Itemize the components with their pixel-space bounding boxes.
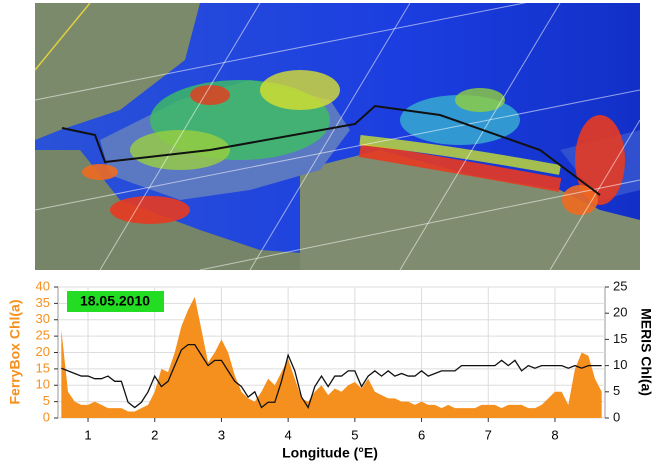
area [61,296,602,418]
y2-tick-label: 25 [613,278,627,293]
y-tick-label: 5 [43,393,50,408]
chart: 18.05.2010 Longitude (°E) FerryBox Chl(a… [7,278,655,460]
y2-tick-label: 5 [613,383,620,398]
y-axis-title: FerryBox Chl(a) [7,299,23,404]
satellite-map [35,3,640,270]
y2-tick-label: 0 [613,409,620,424]
y2-axis-title: MERIS Chl(a) [638,308,654,396]
x-tick-label: 3 [218,427,225,442]
y-tick-label: 30 [36,311,50,326]
x-axis-title: Longitude (°E) [282,445,378,461]
y2-tick-label: 20 [613,305,627,320]
x-tick-label: 8 [551,427,558,442]
y-tick-label: 35 [36,295,50,310]
x-tick-label: 6 [418,427,425,442]
annotation-box [67,291,164,312]
x-tick-label: 5 [351,427,358,442]
y-tick-label: 0 [43,409,50,424]
x-tick-label: 7 [485,427,492,442]
line [61,343,602,410]
annotation: 18.05.2010 [80,293,150,309]
y-tick-label: 40 [36,278,50,293]
y2-tick-label: 10 [613,357,627,372]
x-tick-label: 1 [84,427,91,442]
x-tick-label: 4 [285,427,292,442]
x-tick-label: 2 [151,427,158,442]
y-tick-label: 20 [36,344,50,359]
y-tick-label: 15 [36,360,50,375]
y2-tick-label: 15 [613,331,627,346]
y-tick-label: 10 [36,377,50,392]
y-tick-label: 25 [36,328,50,343]
